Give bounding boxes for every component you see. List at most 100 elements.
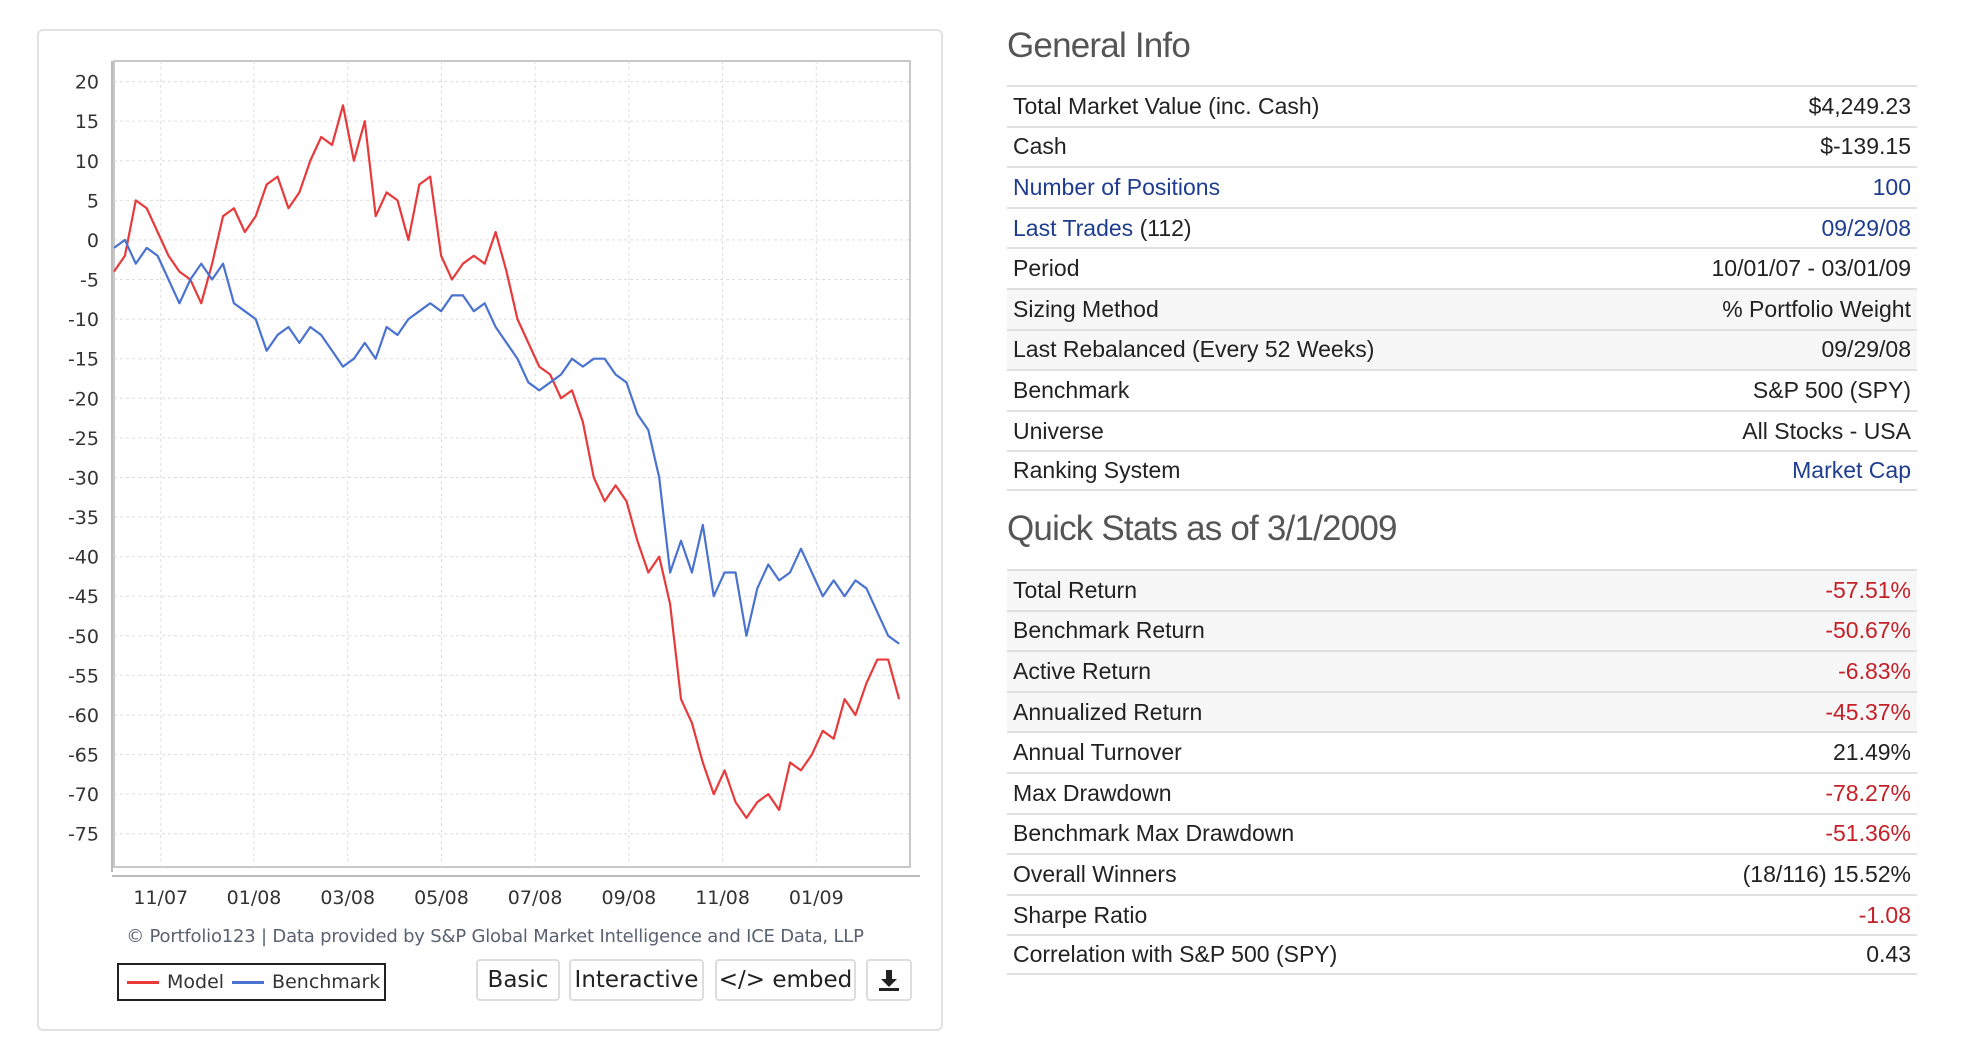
info-row: Ranking System Market Cap — [1007, 450, 1917, 491]
stat-label: Benchmark Return — [1013, 617, 1205, 644]
info-label: Period — [1013, 255, 1079, 282]
stat-label: Overall Winners — [1013, 860, 1177, 887]
info-label-text: Benchmark — [1013, 376, 1130, 403]
stat-row: Max Drawdown -78.27% — [1007, 771, 1917, 813]
y-tick-label: -75 — [68, 824, 99, 846]
y-tick-label: -15 — [68, 349, 99, 371]
chart-credit: © Portfolio123 | Data provided by S&P Gl… — [126, 926, 864, 947]
quick-stats-title: Quick Stats as of 3/1/2009 — [1007, 509, 1398, 548]
info-value[interactable]: 100 — [1872, 173, 1911, 200]
info-label-text: Cash — [1013, 133, 1067, 160]
info-label: Universe — [1013, 418, 1104, 445]
general-info-title: General Info — [1007, 26, 1191, 65]
info-label: Ranking System — [1013, 457, 1180, 484]
info-row: Universe All Stocks - USA — [1007, 409, 1917, 451]
stat-label: Annualized Return — [1013, 698, 1203, 725]
y-tick-label: 15 — [75, 111, 99, 133]
y-tick-label: -10 — [68, 309, 99, 331]
info-row: Period 10/01/07 - 03/01/09 — [1007, 247, 1917, 288]
y-tick-label: -70 — [68, 784, 99, 806]
y-tick-label: -40 — [68, 547, 99, 569]
stat-label: Active Return — [1013, 657, 1152, 684]
embed-button[interactable]: </> embed — [715, 959, 856, 1001]
y-tick-label: -20 — [68, 388, 99, 410]
info-value: All Stocks - USA — [1742, 417, 1911, 444]
info-row: Benchmark S&P 500 (SPY) — [1007, 369, 1917, 410]
info-label-text: Universe — [1013, 417, 1104, 444]
download-button[interactable] — [866, 959, 912, 1001]
stat-label: Correlation with S&P 500 (SPY) — [1013, 941, 1338, 968]
x-tick-label: 07/08 — [508, 887, 563, 909]
info-value: S&P 500 (SPY) — [1752, 376, 1911, 403]
series-line-model — [113, 104, 901, 820]
stat-row: Total Return -57.51% — [1007, 569, 1917, 610]
info-label-text: Sizing Method — [1013, 295, 1159, 322]
info-label-text: Ranking System — [1013, 457, 1181, 484]
stat-row: Overall Winners (18/116) 15.52% — [1007, 853, 1917, 894]
x-tick-label: 01/08 — [227, 887, 282, 909]
performance-chart: 20 15 10 5 0 -5 -10 -15 -20 -25 -30 -35 -40 -45 -50 -55… — [68, 60, 920, 909]
x-tick-label: 05/08 — [414, 887, 469, 909]
y-tick-label: -45 — [68, 586, 99, 608]
info-value[interactable]: Market Cap — [1792, 457, 1911, 484]
stat-row: Correlation with S&P 500 (SPY) 0.43 — [1007, 934, 1917, 975]
benchmark-swatch — [232, 980, 265, 984]
info-value: 09/29/08 — [1821, 336, 1911, 363]
y-tick-label: -30 — [68, 467, 99, 489]
stat-value: (18/116) 15.52% — [1742, 860, 1911, 887]
stat-row: Annualized Return -45.37% — [1007, 690, 1917, 732]
stat-value: -45.37% — [1825, 698, 1911, 725]
stat-label: Max Drawdown — [1013, 779, 1172, 806]
y-tick-label: 10 — [75, 151, 99, 173]
legend-benchmark: Benchmark — [272, 971, 381, 993]
info-label: Sizing Method — [1013, 296, 1159, 323]
stat-row: Active Return -6.83% — [1007, 650, 1917, 691]
y-tick-label: 0 — [87, 230, 99, 252]
stat-row: Benchmark Return -50.67% — [1007, 609, 1917, 651]
info-label-suffix: (112) — [1139, 214, 1192, 241]
info-label: Benchmark — [1013, 377, 1129, 404]
x-tick-label: 03/08 — [320, 887, 375, 909]
stat-value: -6.83% — [1838, 657, 1911, 684]
info-value[interactable]: 09/29/08 — [1821, 214, 1911, 241]
legend-model: Model — [167, 971, 225, 993]
stat-label: Benchmark Max Drawdown — [1013, 820, 1295, 847]
info-label-text[interactable]: Number of Positions — [1013, 173, 1221, 200]
info-label: Last Rebalanced (Every 52 Weeks) — [1013, 336, 1374, 363]
download-icon — [879, 970, 899, 991]
stat-row: Benchmark Max Drawdown -51.36% — [1007, 812, 1917, 854]
info-label: Total Market Value (inc. Cash) — [1013, 93, 1319, 120]
stat-value: 0.43 — [1866, 941, 1911, 968]
info-row: Last Rebalanced (Every 52 Weeks) 09/29/08 — [1007, 328, 1917, 370]
interactive-button[interactable]: Interactive — [569, 959, 704, 1001]
stat-value: 21.49% — [1832, 739, 1911, 766]
info-label: Cash — [1013, 133, 1067, 160]
stat-value: -78.27% — [1825, 779, 1911, 806]
model-swatch — [127, 980, 159, 984]
stat-value: -51.36% — [1825, 820, 1911, 847]
plot-area — [113, 60, 911, 868]
info-row: Cash $-139.15 — [1007, 125, 1917, 167]
x-tick-label: 01/09 — [789, 887, 844, 909]
info-value: 10/01/07 - 03/01/09 — [1711, 255, 1912, 282]
info-value: % Portfolio Weight — [1722, 295, 1911, 322]
stat-row: Annual Turnover 21.49% — [1007, 731, 1917, 772]
y-tick-label: -60 — [68, 705, 99, 727]
stat-value: -50.67% — [1825, 617, 1911, 644]
info-row: Number of Positions 100 — [1007, 166, 1917, 207]
info-row: Sizing Method % Portfolio Weight — [1007, 287, 1917, 329]
stat-label: Total Return — [1013, 576, 1138, 603]
info-label-text[interactable]: Last Trades — [1013, 214, 1134, 241]
chart-legend: Model Benchmark — [117, 963, 386, 1001]
stat-row: Sharpe Ratio -1.08 — [1007, 893, 1917, 935]
info-row: Last Trades (112) 09/29/08 — [1007, 206, 1917, 248]
info-row: Total Market Value (inc. Cash) $4,249.23 — [1007, 85, 1917, 126]
basic-button[interactable]: Basic — [476, 959, 560, 1001]
y-tick-label: 20 — [75, 72, 99, 94]
stat-value: -1.08 — [1858, 901, 1911, 928]
series-line-benchmark — [113, 238, 900, 645]
stat-value: -57.51% — [1825, 576, 1911, 603]
info-label: Number of Positions — [1013, 174, 1220, 201]
x-tick-label: 09/08 — [601, 887, 656, 909]
info-label-text: Period — [1013, 255, 1080, 282]
